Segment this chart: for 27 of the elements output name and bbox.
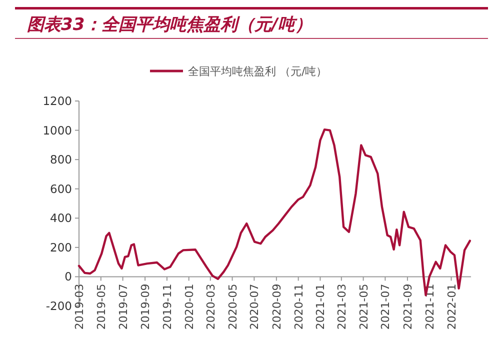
x-tick-label: 2021-09: [401, 284, 414, 330]
x-tick-label: 2021-05: [357, 284, 370, 330]
y-tick-label: 1200: [42, 94, 72, 108]
y-tick-label: 600: [50, 182, 72, 196]
y-tick-label: 0: [64, 270, 72, 284]
y-tick-label: 1000: [42, 123, 72, 138]
x-tick-label: 2020-03: [204, 284, 218, 330]
chart-title: 图表33：全国平均吨焦盈利（元/吨）: [27, 15, 312, 35]
x-tick-label: 2019-11: [160, 284, 174, 330]
legend-label: 全国平均吨焦盈利 （元/吨）: [188, 65, 328, 78]
y-tick-label: 800: [50, 152, 72, 167]
x-tick-label: 2020-09: [270, 284, 284, 330]
x-tick-label: 2021-07: [379, 284, 392, 330]
y-tick-label: 400: [50, 211, 72, 226]
x-tick-label: 2020-05: [226, 284, 240, 330]
x-tick-label: 2020-07: [248, 284, 262, 330]
x-tick-label: 2019-03: [73, 284, 86, 330]
x-tick-label: 2019-09: [139, 284, 152, 330]
x-tick-label: 2019-05: [94, 284, 108, 330]
x-tick-label: 2019-07: [116, 284, 130, 330]
y-tick-label: -200: [46, 299, 72, 313]
x-tick-label: 2021-01: [314, 284, 328, 330]
x-tick-label: 2021-03: [335, 284, 348, 330]
x-tick-label: 2020-11: [292, 284, 306, 330]
y-tick-label: 200: [50, 240, 72, 254]
x-tick-label: 2020-01: [182, 284, 196, 330]
x-tick-label: 2022-01: [445, 284, 458, 330]
